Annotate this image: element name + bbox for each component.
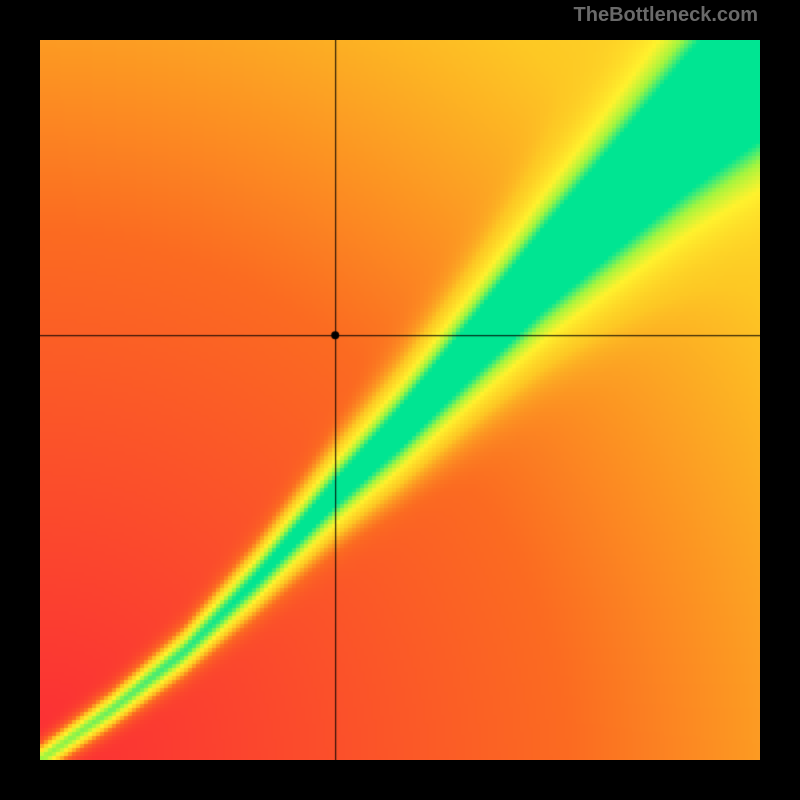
chart-container: TheBottleneck.com [0, 0, 800, 800]
watermark-text: TheBottleneck.com [574, 4, 758, 27]
heatmap-canvas [40, 40, 760, 760]
plot-area [40, 40, 760, 760]
